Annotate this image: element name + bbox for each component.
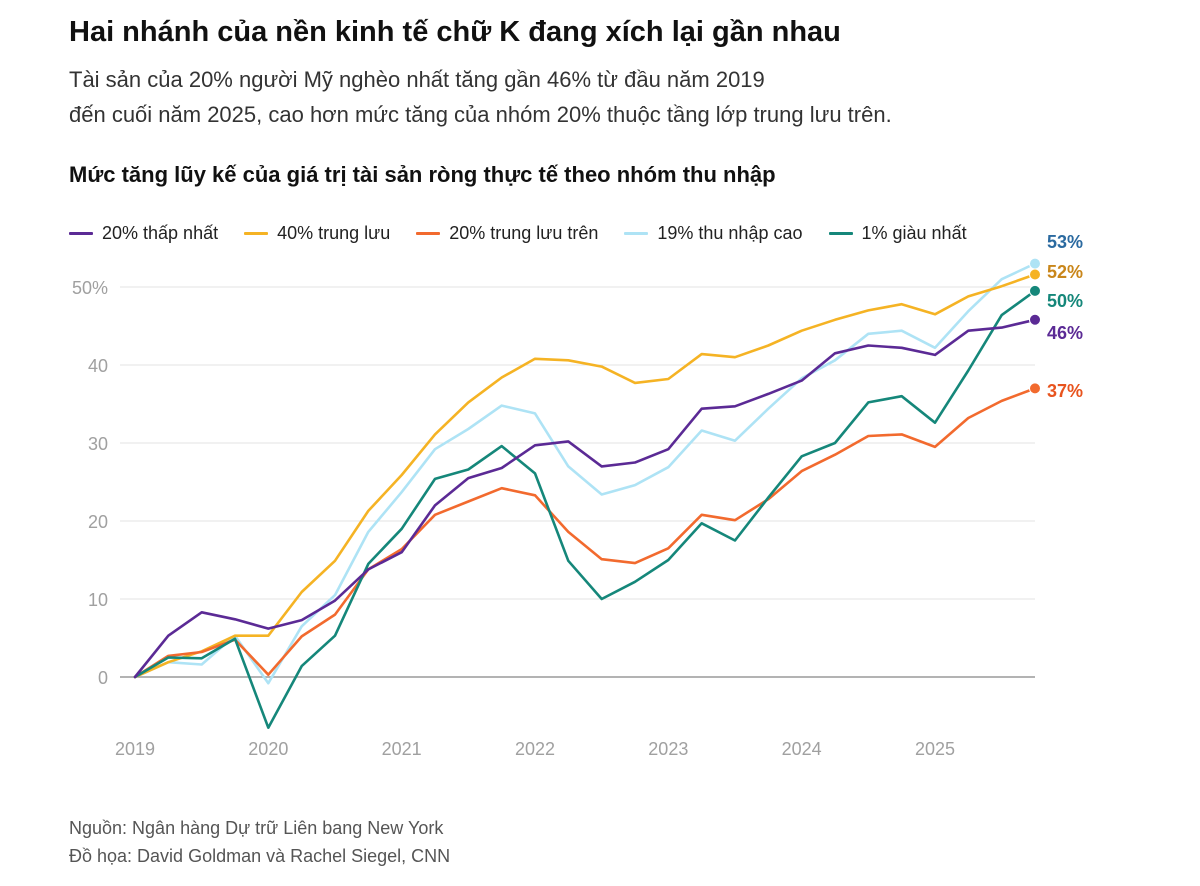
chart-heading: Hai nhánh của nền kinh tế chữ K đang xíc… [69,16,841,48]
legend-item: 1% giàu nhất [828,223,967,244]
line-chart: 0 10 20 30 40 50% 2019 2020 2021 2022 2023 2024 2025… [72,232,1083,759]
y-tick-label: 40 [88,356,108,376]
x-tick-label: 2022 [515,739,555,759]
legend-label: 20% trung lưu trên [449,223,599,243]
series-end-label: 50% [1047,291,1083,311]
y-tick-label: 20 [88,512,108,532]
legend-label: 40% trung lưu [277,223,391,243]
legend-item: 40% trung lưu [244,223,390,244]
y-tick-label: 30 [88,434,108,454]
legend-label: 1% giàu nhất [861,223,967,243]
legend-item: 20% thấp nhất [69,223,218,244]
chart-title: Mức tăng lũy kế của giá trị tài sản ròng… [69,162,776,187]
series-end-label: 46% [1047,323,1083,343]
series-line [133,318,1037,679]
legend-swatch [69,232,93,235]
legend-label: 20% thấp nhất [102,223,219,243]
series-end-marker [1029,284,1041,297]
series-end-marker [1029,382,1041,395]
series-line [133,387,1037,679]
y-tick-label: 50% [72,278,108,298]
graphics-credit-line: Đồ họa: David Goldman và Rachel Siegel, … [69,846,451,866]
x-tick-label: 2019 [115,739,155,759]
series-line [133,262,1037,685]
y-tick-label: 10 [88,590,108,610]
legend-swatch [416,232,441,235]
legend-swatch [828,232,853,235]
series-end-marker [1029,268,1041,281]
series-end-label: 53% [1047,232,1083,252]
series-end-marker [1029,313,1041,326]
legend-swatch [624,232,649,235]
source-line: Nguồn: Ngân hàng Dự trữ Liên bang New Yo… [69,818,444,838]
series-end-label: 52% [1047,262,1083,282]
x-tick-label: 2025 [915,739,955,759]
series-line [133,289,1037,730]
series-line [133,273,1037,679]
series-end-label: 37% [1047,381,1083,401]
subtitle-line-2: đến cuối năm 2025, cao hơn mức tăng của … [69,102,892,127]
subtitle-line-1: Tài sản của 20% người Mỹ nghèo nhất tăng… [69,67,765,92]
x-tick-label: 2024 [782,739,822,759]
legend-label: 19% thu nhập cao [657,223,803,243]
x-tick-label: 2020 [248,739,288,759]
x-tick-label: 2023 [648,739,688,759]
legend-item: 20% trung lưu trên [416,223,598,244]
source-credits: Nguồn: Ngân hàng Dự trữ Liên bang New Yo… [69,814,450,870]
legend-item: 19% thu nhập cao [624,223,803,244]
chart-legend: 20% thấp nhất 40% trung lưu 20% trung lưu … [69,223,993,244]
y-tick-label: 0 [98,668,108,688]
chart-subtitle: Tài sản của 20% người Mỹ nghèo nhất tăng… [69,62,1069,132]
x-tick-label: 2021 [382,739,422,759]
series-end-marker [1029,257,1041,270]
legend-swatch [244,232,269,235]
